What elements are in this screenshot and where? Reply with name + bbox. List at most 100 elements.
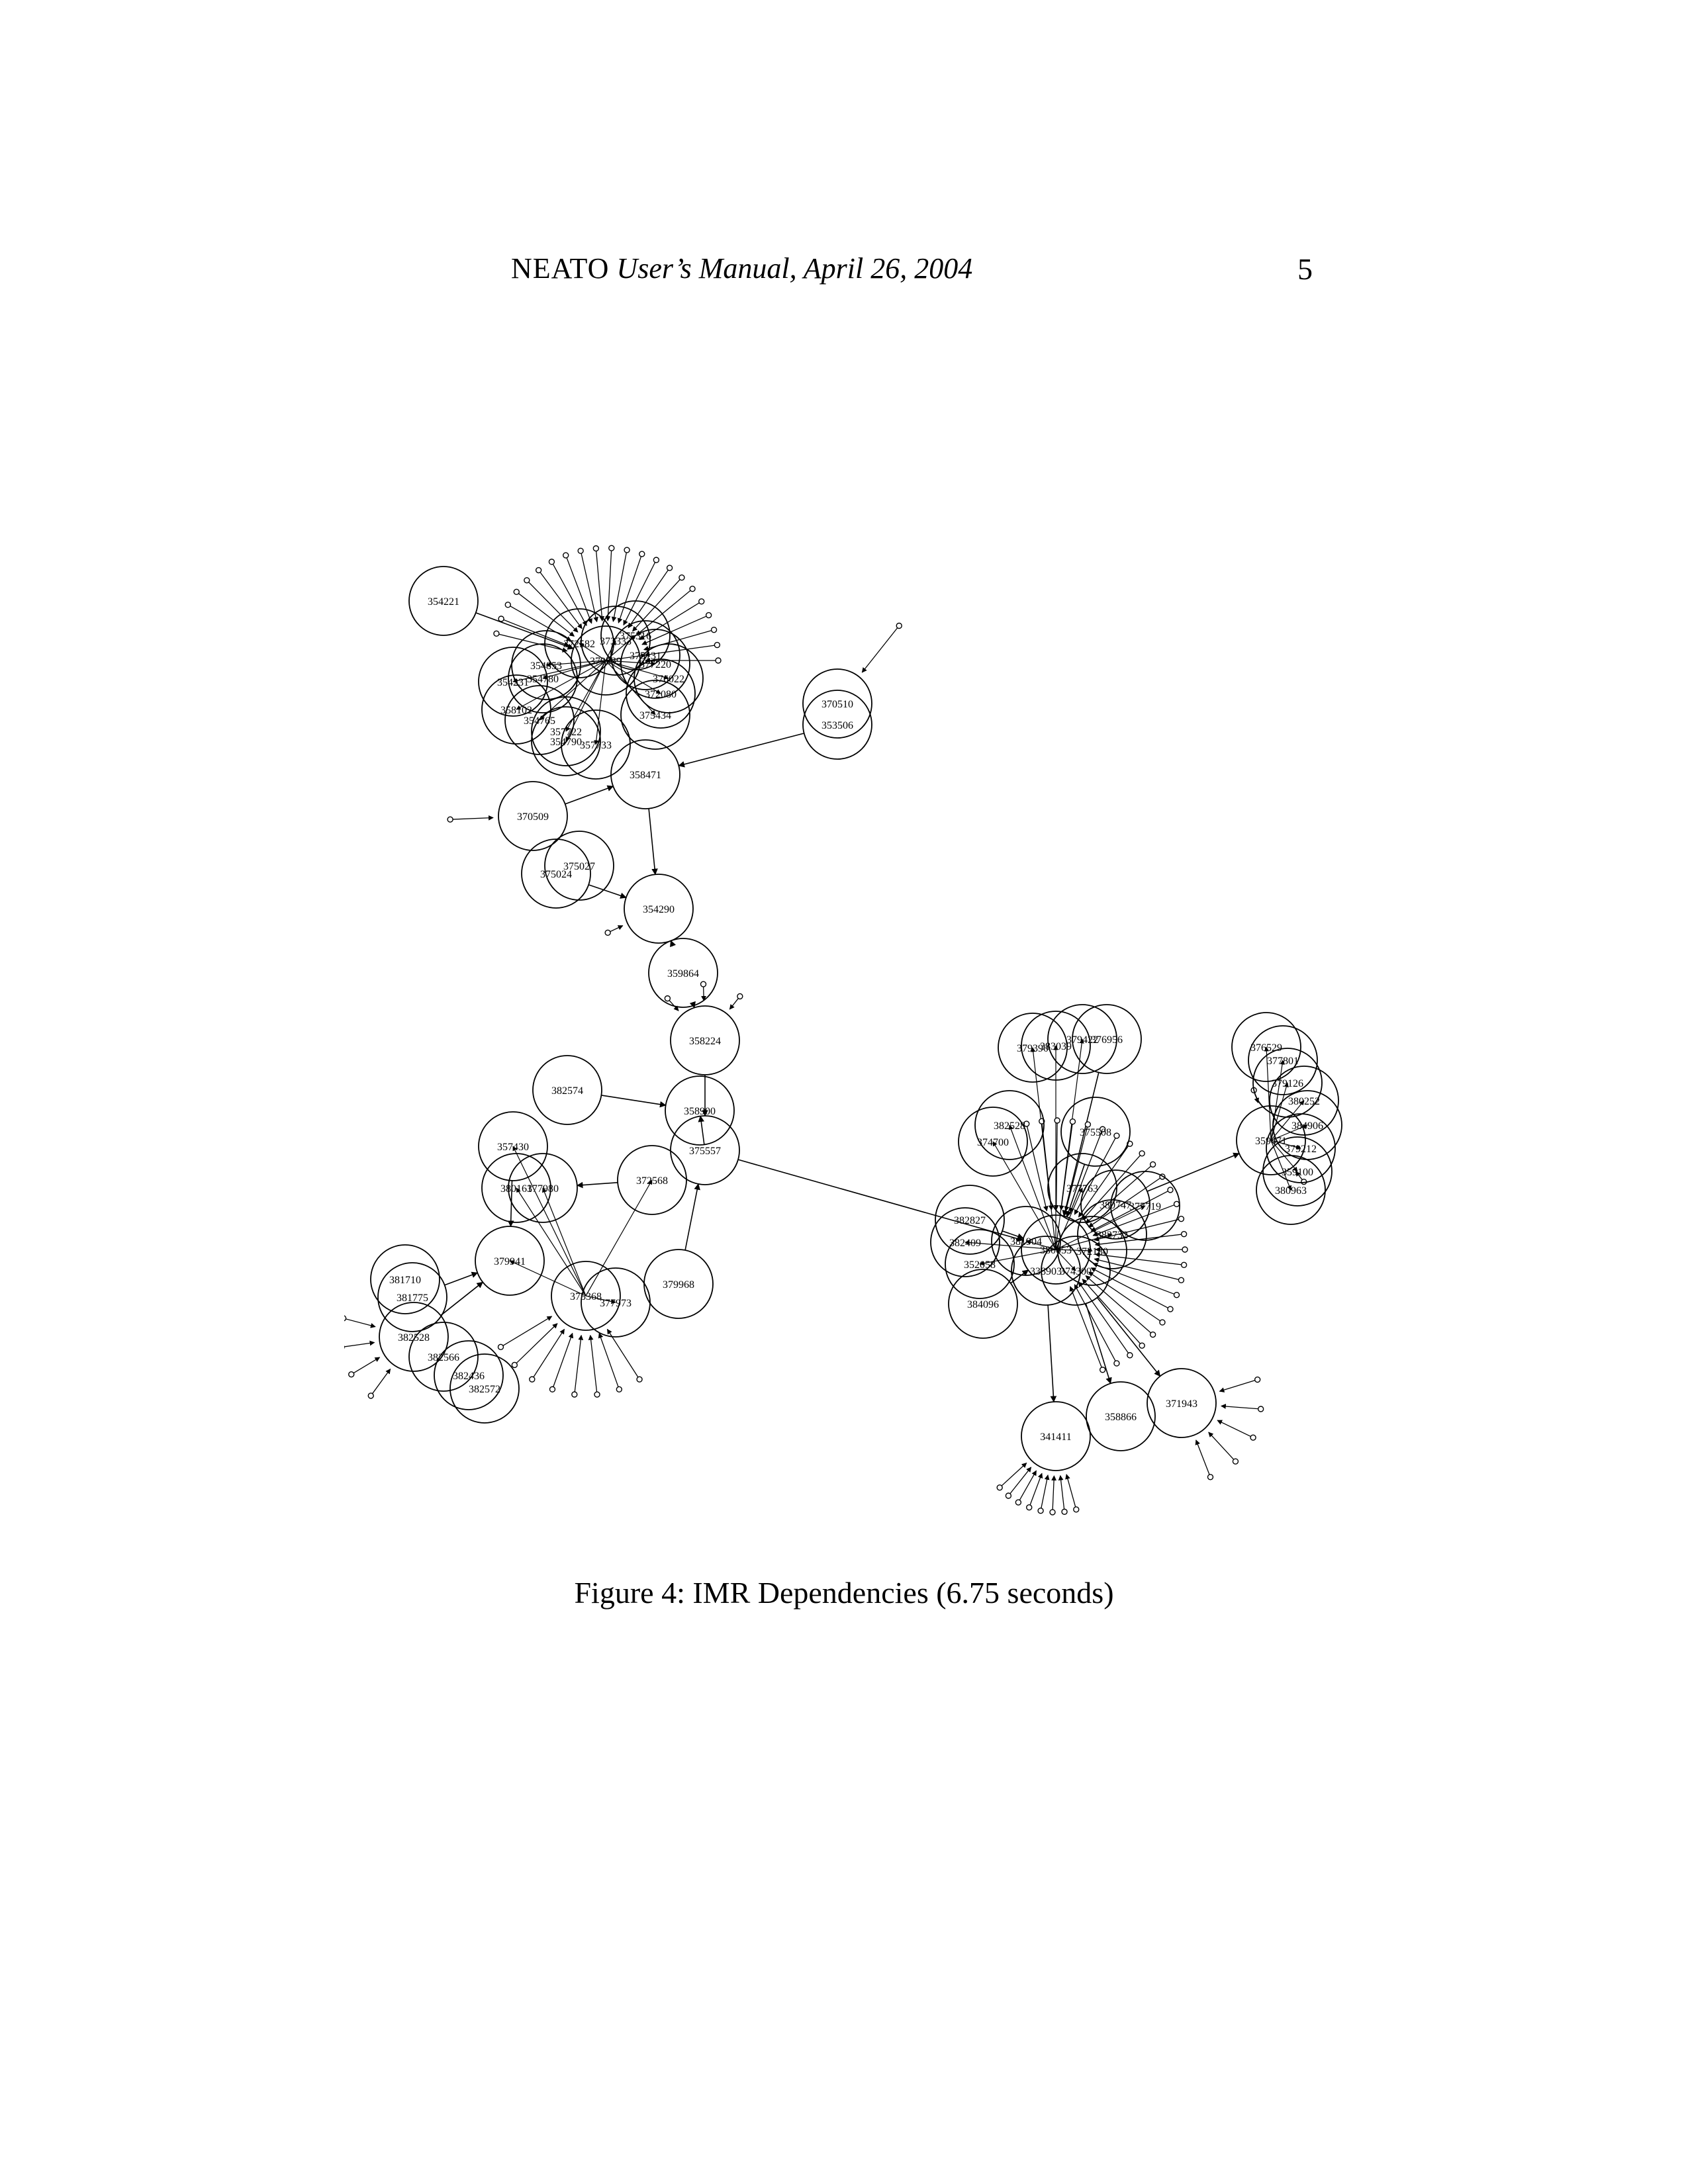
graph-node: 374300 — [1041, 1236, 1111, 1306]
leaf-edge — [588, 1334, 598, 1395]
node-circle — [408, 566, 479, 636]
node-circle — [531, 706, 601, 776]
node-circle — [478, 1111, 548, 1181]
node-label: 371943 — [1166, 1398, 1197, 1410]
graph-node: 354765 — [504, 685, 575, 755]
edge-375368-379941 — [509, 1260, 586, 1297]
header-program-name: NEATO — [511, 252, 610, 285]
node-circle — [665, 1075, 735, 1146]
edge-354221-379339 — [475, 612, 575, 650]
leaf-edge — [606, 1328, 640, 1380]
node-label: 384906 — [1291, 1120, 1323, 1132]
node-label: 376529 — [1250, 1042, 1282, 1054]
graph-node: 380963 — [1256, 1155, 1326, 1225]
graph-node: 382732 — [1077, 1199, 1147, 1269]
node-circle — [1231, 1012, 1301, 1082]
leaf-point — [1037, 1507, 1044, 1514]
node-label: 352058 — [964, 1259, 996, 1271]
leaf-point — [896, 622, 902, 629]
leaf-point — [1061, 1508, 1068, 1515]
node-label: 379339 — [590, 656, 622, 667]
leaf-edge — [1090, 1267, 1171, 1310]
leaf-point — [498, 615, 504, 622]
edge-375368-377980 — [542, 1187, 586, 1297]
leaf-edge — [344, 1318, 376, 1328]
leaf-edge — [1088, 1271, 1163, 1323]
leaf-edge — [565, 555, 592, 624]
node-label: 374700 — [977, 1137, 1009, 1148]
node-label: 377973 — [600, 1298, 632, 1309]
graph-node: 375131 — [610, 620, 680, 690]
leaf-point — [1073, 1506, 1080, 1513]
node-circle — [930, 1207, 1000, 1277]
edge-380053-374700 — [992, 1141, 1056, 1250]
leaf-edge — [1040, 1475, 1050, 1511]
leaf-edge — [611, 549, 628, 622]
node-circle — [1021, 1401, 1091, 1471]
leaf-point — [577, 547, 584, 554]
graph-node: 375508 — [1060, 1097, 1131, 1167]
node-circle — [434, 1340, 504, 1410]
node-label: 354231 — [497, 677, 529, 688]
leaf-edge — [1069, 1129, 1103, 1213]
node-circle — [561, 709, 631, 780]
edge-380747-359471 — [1147, 1152, 1240, 1192]
node-label: 382827 — [954, 1215, 986, 1226]
leaf-edge — [635, 588, 693, 636]
leaf-point — [367, 1392, 374, 1399]
leaf-edge — [496, 633, 568, 653]
leaf-edge — [516, 591, 575, 637]
node-circle — [974, 1090, 1045, 1160]
edge-358471-354290 — [648, 808, 658, 876]
leaf-point — [653, 557, 660, 563]
graph-node: 357722 — [531, 696, 601, 766]
node-label: 382528 — [994, 1120, 1025, 1132]
node-label: 370509 — [517, 811, 549, 823]
leaf-edge — [1058, 1475, 1065, 1512]
node-label: 358102 — [500, 705, 532, 716]
node-label: 379968 — [663, 1279, 694, 1291]
graph-node: 382827 — [935, 1185, 1005, 1255]
edge-382574-358900 — [601, 1095, 667, 1108]
leaf-point — [1173, 1201, 1180, 1208]
node-label: 354790 — [550, 737, 582, 748]
edge-374300-371943 — [1096, 1297, 1161, 1377]
leaf-point — [535, 567, 542, 574]
leaf-edge — [861, 625, 900, 673]
edge-359471-379212 — [1270, 1140, 1301, 1150]
node-circle — [1011, 1236, 1081, 1306]
edge-357430-379941 — [507, 1180, 514, 1227]
leaf-edge — [1217, 1420, 1254, 1438]
graph-node: 358866 — [1086, 1381, 1156, 1451]
graph-node: 375434 — [620, 680, 690, 750]
node-circle — [481, 674, 551, 745]
node-label: 375557 — [689, 1146, 721, 1157]
leaf-edge — [532, 1328, 565, 1380]
leaf-point — [1149, 1331, 1156, 1338]
leaf-point — [624, 547, 630, 553]
node-label: 359100 — [1282, 1167, 1313, 1178]
leaf-edge — [1078, 1143, 1131, 1218]
leaf-edge — [999, 1463, 1027, 1488]
node-label: 354290 — [643, 904, 675, 915]
leaf-point — [679, 574, 685, 581]
node-circle — [633, 643, 704, 713]
running-head: NEATO User’s Manual, April 26, 2004 5 — [0, 251, 1688, 291]
leaf-edge — [1069, 1286, 1103, 1370]
edge-379339-372582 — [579, 643, 606, 661]
leaf-point — [493, 630, 500, 637]
graph-node: 379968 — [643, 1249, 714, 1319]
leaf-point — [571, 1391, 578, 1398]
node-circle — [1072, 1004, 1142, 1074]
node-label: 357733 — [580, 740, 612, 751]
node-circle — [624, 874, 694, 944]
leaf-edge — [641, 614, 709, 645]
leaf-edge — [514, 1323, 558, 1365]
graph-node: 375368 — [551, 1261, 621, 1331]
leaf-point — [1254, 1376, 1261, 1383]
graph-node: 372568 — [617, 1145, 687, 1215]
node-circle — [1047, 1153, 1117, 1223]
leaf-point — [1178, 1277, 1185, 1284]
node-circle — [802, 690, 872, 760]
